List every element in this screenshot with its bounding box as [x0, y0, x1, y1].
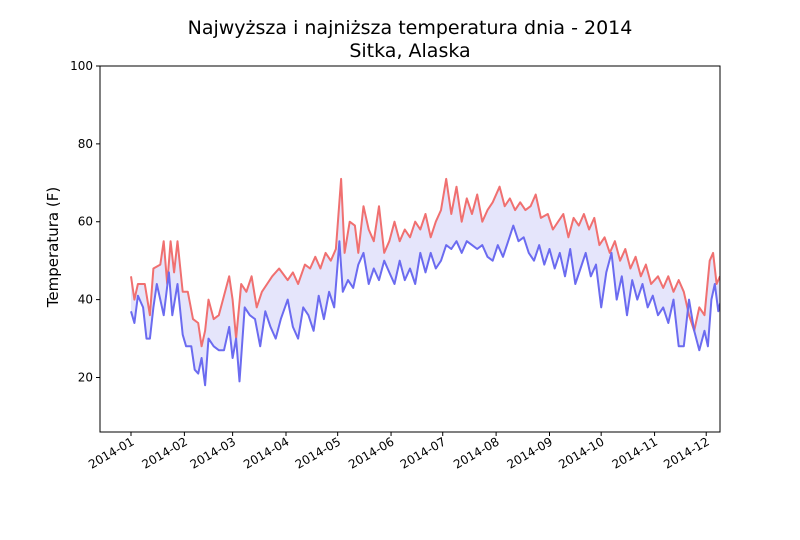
y-tick-label: 40 [78, 293, 93, 307]
plot-area [130, 177, 720, 387]
chart-title-line1: Najwyższa i najniższa temperatura dnia -… [188, 17, 633, 39]
y-tick-label: 100 [70, 59, 93, 73]
y-tick-label: 60 [78, 215, 93, 229]
plot-frame [99, 65, 721, 433]
y-axis-label: Temperatura (F) [44, 187, 62, 308]
y-tick-label: 80 [78, 137, 93, 151]
range-fill [131, 178, 720, 386]
plot-clip-group [130, 177, 720, 387]
y-tick-label: 20 [78, 370, 93, 384]
series-high-line [130, 177, 720, 348]
series-low-line [130, 224, 720, 387]
chart-title-line2: Sitka, Alaska [349, 40, 470, 62]
